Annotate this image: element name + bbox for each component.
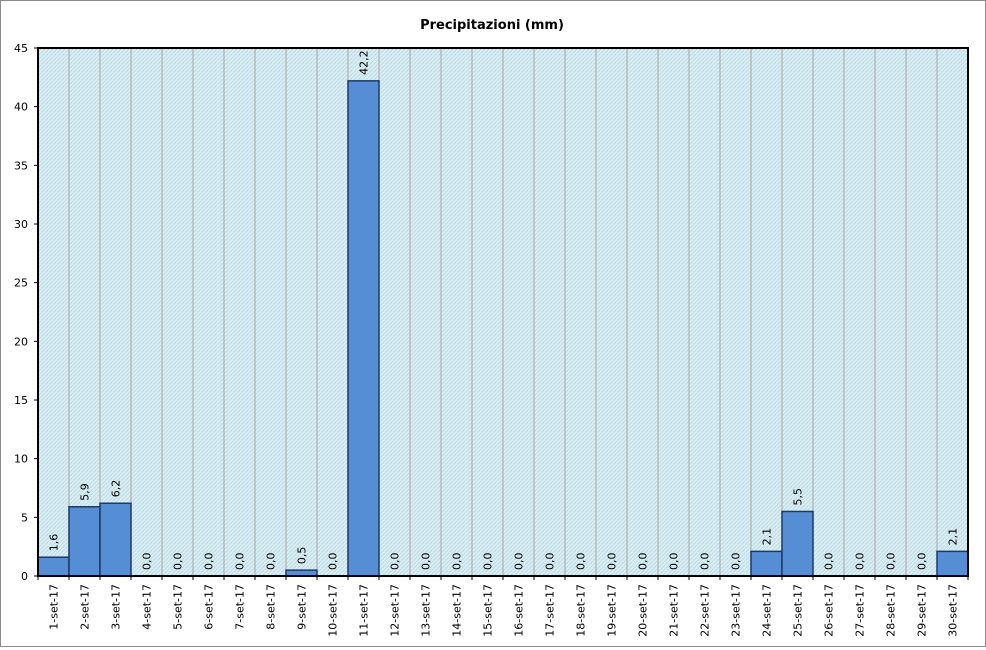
data-label: 5,5 bbox=[792, 488, 805, 506]
data-label: 0,0 bbox=[575, 553, 588, 571]
bar bbox=[68, 506, 101, 577]
plot-border bbox=[37, 47, 969, 577]
x-tick-label: 27-set-17 bbox=[854, 584, 867, 637]
x-tick-label: 30-set-17 bbox=[947, 584, 960, 637]
y-tick-label: 45 bbox=[14, 42, 28, 55]
data-label: 0,0 bbox=[854, 553, 867, 571]
x-tick-label: 18-set-17 bbox=[575, 584, 588, 637]
y-tick-label: 40 bbox=[14, 101, 28, 114]
y-tick-label: 15 bbox=[14, 394, 28, 407]
x-tick-label: 4-set-17 bbox=[141, 584, 154, 630]
data-label: 0,0 bbox=[699, 553, 712, 571]
data-label: 0,0 bbox=[141, 553, 154, 571]
x-tick-label: 15-set-17 bbox=[482, 584, 495, 637]
x-axis: 1-set-17 2-set-17 3-set-17 4-set-17 5-set-17… bbox=[37, 576, 969, 637]
data-label: 0,0 bbox=[885, 553, 898, 571]
data-label: 1,6 bbox=[48, 534, 61, 552]
x-tick-label: 28-set-17 bbox=[885, 584, 898, 637]
data-labels: 1,6 5,9 6,2 0,0 0,0 0,0 0,0 0,0 0,5 0,0 42,2 0,0 0,0… bbox=[48, 50, 960, 570]
x-tick-label: 14-set-17 bbox=[451, 584, 464, 637]
data-label: 0,0 bbox=[730, 553, 743, 571]
y-tick-label: 0 bbox=[21, 570, 28, 583]
data-label: 0,0 bbox=[637, 553, 650, 571]
data-label: 5,9 bbox=[79, 483, 92, 501]
bar bbox=[936, 550, 969, 577]
bars bbox=[37, 80, 969, 577]
bar bbox=[347, 80, 380, 577]
bar bbox=[37, 556, 70, 577]
x-tick-label: 21-set-17 bbox=[668, 584, 681, 637]
x-tick-label: 3-set-17 bbox=[110, 584, 123, 630]
data-label: 2,1 bbox=[947, 528, 960, 546]
data-label: 6,2 bbox=[110, 480, 123, 498]
bar bbox=[781, 510, 814, 577]
x-tick-label: 7-set-17 bbox=[234, 584, 247, 630]
y-tick-label: 5 bbox=[21, 511, 28, 524]
x-tick-label: 17-set-17 bbox=[544, 584, 557, 637]
y-tick-label: 20 bbox=[14, 335, 28, 348]
x-tick-label: 16-set-17 bbox=[513, 584, 526, 637]
x-tick-label: 8-set-17 bbox=[265, 584, 278, 630]
data-label: 0,0 bbox=[482, 553, 495, 571]
y-tick-label: 25 bbox=[14, 277, 28, 290]
bar bbox=[750, 550, 783, 577]
x-tick-label: 11-set-17 bbox=[358, 584, 371, 637]
x-tick-label: 13-set-17 bbox=[420, 584, 433, 637]
x-tick-label: 23-set-17 bbox=[730, 584, 743, 637]
y-tick-label: 30 bbox=[14, 218, 28, 231]
data-label: 0,0 bbox=[389, 553, 402, 571]
y-axis: 0 5 10 15 20 25 30 35 40 45 bbox=[14, 42, 38, 583]
x-tick-label: 9-set-17 bbox=[296, 584, 309, 630]
data-label: 0,0 bbox=[544, 553, 557, 571]
data-label: 0,0 bbox=[606, 553, 619, 571]
x-tick-label: 26-set-17 bbox=[823, 584, 836, 637]
data-label: 0,0 bbox=[265, 553, 278, 571]
x-tick-label: 6-set-17 bbox=[203, 584, 216, 630]
x-tick-label: 24-set-17 bbox=[761, 584, 774, 637]
data-label: 42,2 bbox=[358, 50, 371, 75]
x-tick-label: 20-set-17 bbox=[637, 584, 650, 637]
x-tick-label: 25-set-17 bbox=[792, 584, 805, 637]
data-label: 0,5 bbox=[296, 547, 309, 565]
x-tick-label: 2-set-17 bbox=[79, 584, 92, 630]
data-label: 0,0 bbox=[327, 553, 340, 571]
y-tick-label: 35 bbox=[14, 159, 28, 172]
data-label: 0,0 bbox=[451, 553, 464, 571]
x-tick-label: 12-set-17 bbox=[389, 584, 402, 637]
x-tick-label: 29-set-17 bbox=[916, 584, 929, 637]
data-label: 0,0 bbox=[234, 553, 247, 571]
data-label: 0,0 bbox=[513, 553, 526, 571]
x-tick-label: 5-set-17 bbox=[172, 584, 185, 630]
data-label: 0,0 bbox=[668, 553, 681, 571]
data-label: 2,1 bbox=[761, 528, 774, 546]
x-tick-label: 10-set-17 bbox=[327, 584, 340, 637]
y-tick-label: 10 bbox=[14, 453, 28, 466]
data-label: 0,0 bbox=[916, 553, 929, 571]
bar bbox=[99, 502, 132, 577]
data-label: 0,0 bbox=[203, 553, 216, 571]
data-label: 0,0 bbox=[420, 553, 433, 571]
x-tick-label: 22-set-17 bbox=[699, 584, 712, 637]
data-label: 0,0 bbox=[172, 553, 185, 571]
data-label: 0,0 bbox=[823, 553, 836, 571]
chart-title: Precipitazioni (mm) bbox=[420, 18, 564, 33]
x-tick-label: 1-set-17 bbox=[48, 584, 61, 630]
x-tick-label: 19-set-17 bbox=[606, 584, 619, 637]
